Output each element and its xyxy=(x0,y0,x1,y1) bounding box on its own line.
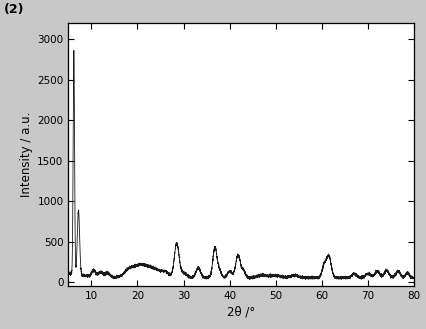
X-axis label: 2θ /°: 2θ /° xyxy=(227,305,255,318)
Text: (2): (2) xyxy=(4,3,25,16)
Y-axis label: Intensity / a.u.: Intensity / a.u. xyxy=(20,112,33,197)
